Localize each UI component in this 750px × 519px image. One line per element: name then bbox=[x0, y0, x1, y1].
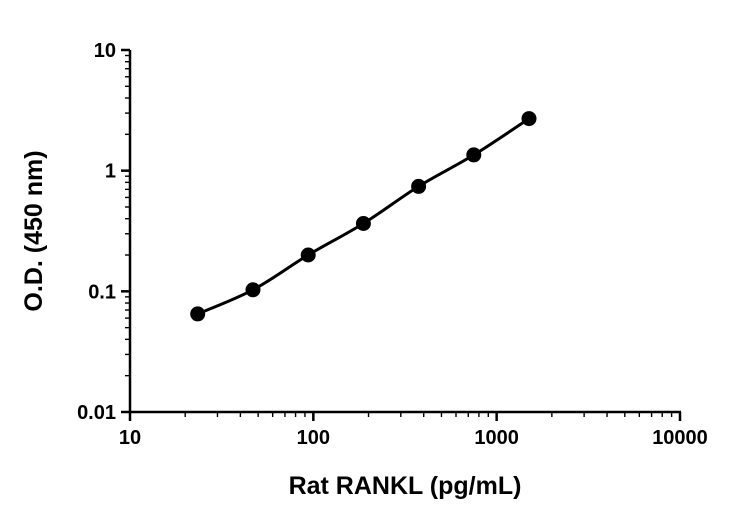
data-point-marker bbox=[521, 111, 537, 127]
x-tick-label: 1000 bbox=[474, 427, 519, 449]
y-tick-label: 0.1 bbox=[88, 281, 116, 303]
data-point-marker bbox=[411, 178, 427, 194]
data-point-marker bbox=[355, 216, 371, 231]
data-point-marker bbox=[190, 306, 206, 322]
standard-curve-series bbox=[190, 111, 537, 322]
y-tick-label: 1 bbox=[105, 161, 116, 183]
x-axis-title: Rat RANKL (pg/mL) bbox=[289, 472, 522, 500]
y-axis-title: O.D. (450 nm) bbox=[20, 150, 48, 311]
axes: 10 100 1000 10000 0.01 0.1 1 10 bbox=[77, 40, 708, 449]
x-tick-label: 10000 bbox=[652, 427, 708, 449]
x-tick-label: 100 bbox=[297, 427, 330, 449]
y-tick-label: 0.01 bbox=[77, 402, 116, 424]
data-point-marker bbox=[466, 147, 482, 163]
x-tick-label: 10 bbox=[119, 427, 141, 449]
data-point-marker bbox=[245, 282, 261, 298]
y-tick-label: 10 bbox=[94, 40, 116, 62]
data-point-marker bbox=[300, 247, 316, 263]
